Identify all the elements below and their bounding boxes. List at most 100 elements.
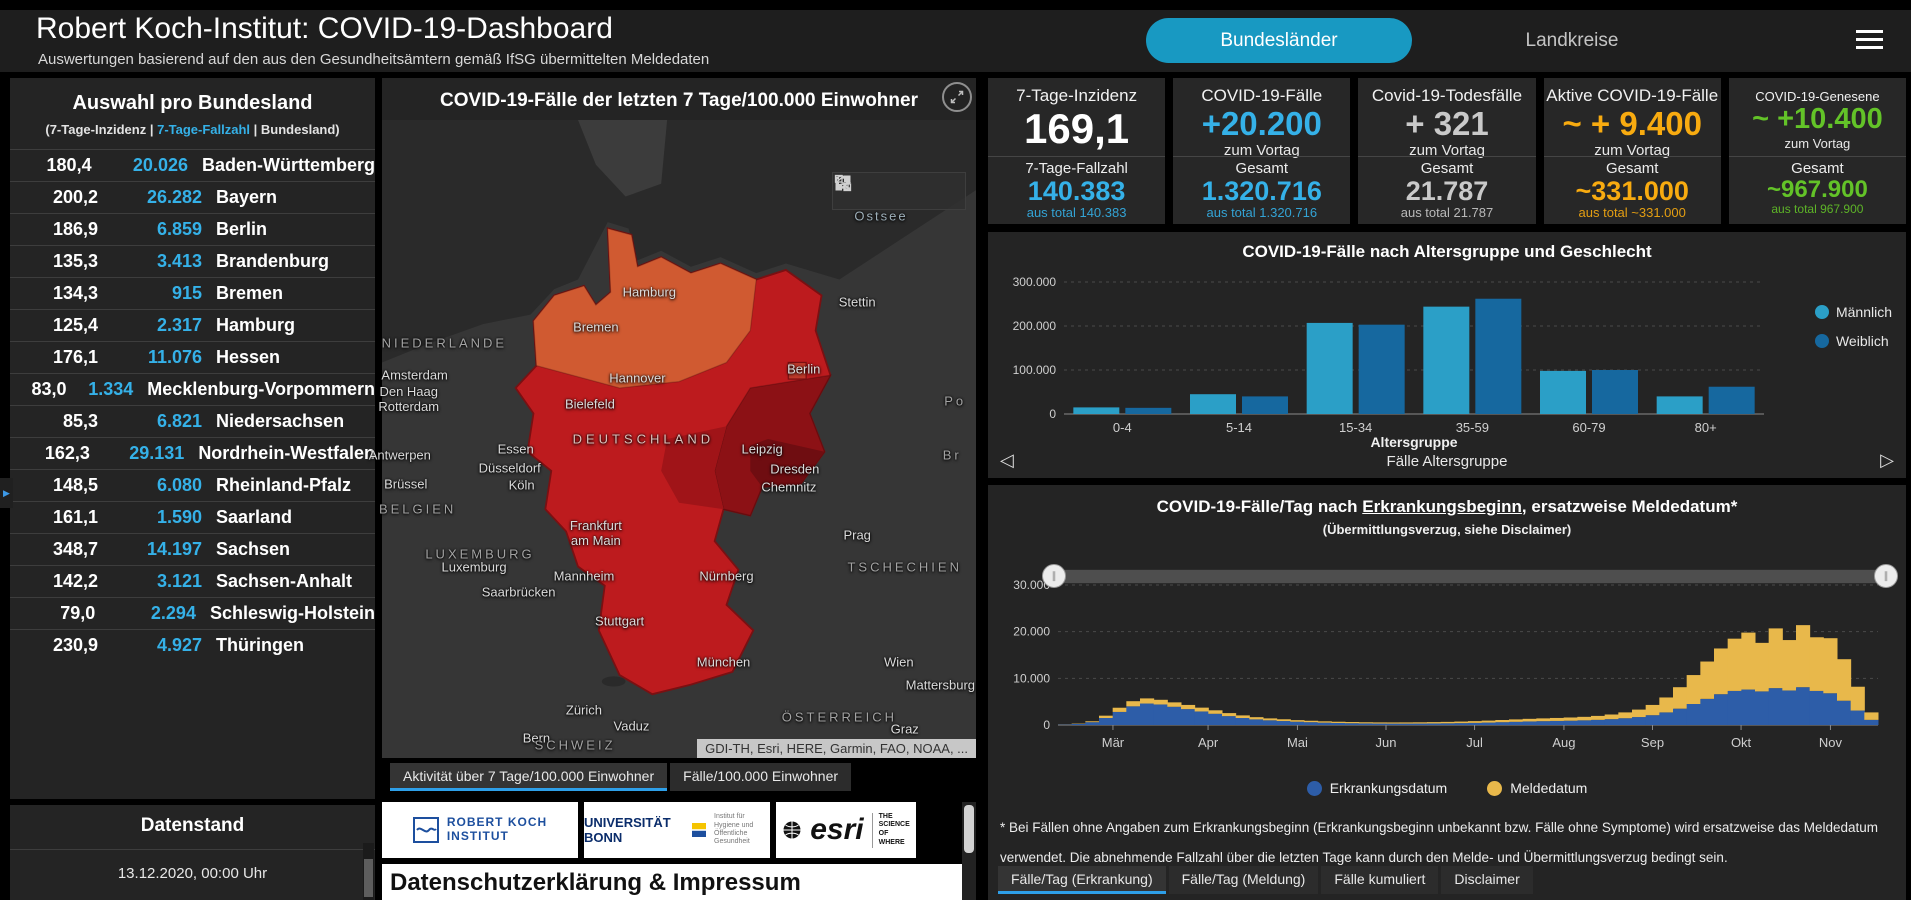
map-tab[interactable]: Fälle/100.000 Einwohner bbox=[670, 763, 852, 791]
stat-card[interactable]: 7-Tage-Inzidenz 169,1 7-Tage-Fallzahl 140.3… bbox=[988, 78, 1166, 224]
bundesland-row[interactable]: 125,4 2.317 Hamburg bbox=[10, 309, 375, 341]
inzidenz-value: 83,0 bbox=[31, 379, 67, 399]
bundesland-row[interactable]: 79,0 2.294 Schleswig-Holstein bbox=[10, 597, 375, 629]
pager-left-icon[interactable]: ◁ bbox=[1000, 450, 1014, 470]
stat-card[interactable]: COVID-19-Fälle +20.200 zum Vortag Gesamt 1.3… bbox=[1173, 78, 1351, 224]
bundesland-row[interactable]: 180,4 20.026 Baden-Württemberg bbox=[10, 149, 375, 181]
stat-card-total: 21.787 bbox=[1405, 176, 1489, 206]
timeseries-tab[interactable]: Fälle/Tag (Erkrankung) bbox=[998, 866, 1166, 894]
map-label: Mannheim bbox=[553, 568, 615, 584]
svg-text:Jun: Jun bbox=[1376, 735, 1397, 750]
map-label: Dresden bbox=[770, 461, 820, 477]
stat-card-bottom: Gesamt 1.320.716 aus total 1.320.716 bbox=[1173, 156, 1351, 224]
map-label: Luxemburg bbox=[441, 559, 507, 575]
rki-text-line2: INSTITUT bbox=[446, 829, 509, 843]
map-label: SCHWEIZ bbox=[534, 737, 616, 753]
stat-card-bottom: Gesamt ~331.000 aus total ~331.000 bbox=[1543, 156, 1721, 224]
bundesland-row[interactable]: 85,3 6.821 Niedersachsen bbox=[10, 405, 375, 437]
bundesland-name: Berlin bbox=[216, 219, 268, 239]
stat-card[interactable]: COVID-19-Genesene ~ +10.400 zum Vortag Gesa… bbox=[1728, 78, 1907, 224]
stat-card-footnote: aus total 967.900 bbox=[1771, 202, 1864, 217]
stat-card-top: 7-Tage-Inzidenz 169,1 bbox=[988, 78, 1165, 156]
uni-bonn-logo[interactable]: UNIVERSITÄT BONN Institut für Hygiene un… bbox=[584, 802, 770, 858]
timeseries-panel: COVID-19-Fälle/Tag nach Erkrankungsbegin… bbox=[988, 485, 1906, 900]
legend-item[interactable]: Männlich bbox=[1814, 304, 1892, 320]
stat-card-mid-label: 7-Tage-Fallzahl bbox=[1025, 160, 1128, 177]
menu-icon[interactable] bbox=[1856, 30, 1883, 54]
svg-text:20.000: 20.000 bbox=[1013, 625, 1050, 639]
datenstand-scrollbar[interactable] bbox=[363, 843, 374, 900]
bundesland-row[interactable]: 148,5 6.080 Rheinland-Pfalz bbox=[10, 469, 375, 501]
stat-card-top: COVID-19-Genesene ~ +10.400 zum Vortag bbox=[1729, 78, 1906, 156]
stat-card-total: ~331.000 bbox=[1575, 176, 1689, 206]
expand-map-icon[interactable] bbox=[942, 82, 972, 112]
esri-logo[interactable]: esri THE SCIENCE OF WHERE bbox=[776, 802, 916, 858]
daily-cases-chart[interactable]: 0 10.000 20.000 30.000 Mär Apr Mai Jun Jul Aug Sep… bbox=[988, 547, 1906, 772]
legend-part1: (7-Tage-Inzidenz | bbox=[45, 122, 158, 137]
stat-card-mid-label: Gesamt bbox=[1791, 160, 1844, 177]
map-label: Prag bbox=[843, 527, 871, 543]
map-label: Hannover bbox=[609, 370, 666, 386]
rki-text-line1: ROBERT KOCH bbox=[446, 815, 548, 830]
slider-handle-left[interactable]: ∥ bbox=[1042, 564, 1066, 588]
stat-card-note: zum Vortag bbox=[1223, 142, 1300, 160]
map-label: Bielefeld bbox=[564, 396, 615, 412]
stat-card-title: COVID-19-Fälle bbox=[1201, 86, 1323, 105]
legend-item[interactable]: Erkrankungsdatum bbox=[1306, 780, 1447, 796]
bundesland-name: Rheinland-Pfalz bbox=[216, 475, 352, 495]
bundesland-row[interactable]: 200,2 26.282 Bayern bbox=[10, 181, 375, 213]
bundesland-row[interactable]: 135,3 3.413 Brandenburg bbox=[10, 245, 375, 277]
bundesland-row[interactable]: 134,3 915 Bremen bbox=[10, 277, 375, 309]
bundesland-row[interactable]: 348,7 14.197 Sachsen bbox=[10, 533, 375, 565]
timeseries-legend: Erkrankungsdatum Meldedatum bbox=[988, 780, 1906, 796]
pager-label: Fälle Altersgruppe bbox=[1386, 453, 1508, 470]
inzidenz-value: 134,3 bbox=[52, 283, 98, 303]
legend-item[interactable]: Weiblich bbox=[1814, 333, 1892, 349]
timeseries-tab[interactable]: Disclaimer bbox=[1441, 866, 1533, 894]
toggle-bundeslaender[interactable]: Bundesländer bbox=[1146, 18, 1412, 63]
bundesland-row[interactable]: 230,9 4.927 Thüringen bbox=[10, 629, 375, 661]
bundesland-row[interactable]: 83,0 1.334 Mecklenburg-Vorpommern bbox=[10, 373, 375, 405]
bundesland-row[interactable]: 142,2 3.121 Sachsen-Anhalt bbox=[10, 565, 375, 597]
map-tab[interactable]: Aktivität über 7 Tage/100.000 Einwohner bbox=[390, 763, 668, 791]
timeseries-tab[interactable]: Fälle kumuliert bbox=[1321, 866, 1439, 894]
bundesland-row[interactable]: 162,3 29.131 Nordrhein-Westfalen bbox=[10, 437, 375, 469]
bundesland-name: Hamburg bbox=[216, 315, 296, 335]
map-label: Ostsee bbox=[854, 208, 908, 224]
basemap-icon[interactable] bbox=[833, 173, 853, 193]
svg-text:30.000: 30.000 bbox=[1013, 578, 1050, 592]
svg-text:Nov: Nov bbox=[1819, 735, 1843, 750]
expand-panel-icon[interactable]: ▶ bbox=[0, 478, 13, 508]
pager-right-icon[interactable]: ▷ bbox=[1880, 450, 1894, 470]
toggle-landkreise[interactable]: Landkreise bbox=[1525, 29, 1619, 51]
stat-card-mid-label: Gesamt bbox=[1420, 160, 1474, 177]
datenschutz-impressum-link[interactable]: Datenschutzerklärung & Impressum bbox=[390, 869, 801, 896]
stat-card[interactable]: Aktive COVID-19-Fälle ~ + 9.400 zum Vortag… bbox=[1543, 78, 1721, 224]
stat-card-footnote: aus total ~331.000 bbox=[1578, 205, 1686, 221]
timeseries-disclaimer: * Bei Fällen ohne Angaben zum Erkrankung… bbox=[1000, 820, 1879, 865]
map-label: Stettin bbox=[838, 294, 876, 310]
inzidenz-value: 148,5 bbox=[52, 475, 98, 495]
ts-title-link[interactable]: Erkrankungsbeginn bbox=[1362, 497, 1522, 516]
stat-card[interactable]: Covid-19-Todesfälle + 321 zum Vortag Gesamt… bbox=[1358, 78, 1536, 224]
footer-scrollbar[interactable] bbox=[962, 802, 976, 900]
map-toolbar bbox=[832, 172, 966, 210]
fallzahl-value: 3.413 bbox=[156, 251, 202, 271]
timeseries-tab[interactable]: Fälle/Tag (Meldung) bbox=[1168, 866, 1319, 894]
rki-logo[interactable]: ROBERT KOCH INSTITUT bbox=[382, 802, 578, 858]
iph-emblem-icon bbox=[692, 823, 706, 837]
choropleth-map[interactable]: Ostsee Stettin Hamburg Bremen Hannover Berlin… bbox=[369, 120, 976, 758]
legend-item[interactable]: Meldedatum bbox=[1487, 780, 1587, 796]
bundesland-row[interactable]: 161,1 1.590 Saarland bbox=[10, 501, 375, 533]
slider-handle-right[interactable]: ∥ bbox=[1874, 564, 1898, 588]
map-label: DEUTSCHLAND bbox=[572, 431, 715, 447]
bundesland-row[interactable]: 176,1 11.076 Hessen bbox=[10, 341, 375, 373]
rki-emblem-icon bbox=[412, 817, 439, 843]
map-label: Nürnberg bbox=[699, 568, 754, 584]
bundesland-row[interactable]: 186,9 6.859 Berlin bbox=[10, 213, 375, 245]
svg-text:Mär: Mär bbox=[1102, 735, 1125, 750]
esri-tagline: THE SCIENCE OF WHERE bbox=[871, 812, 910, 848]
map-label: Wien bbox=[883, 654, 914, 670]
stat-card-bottom: Gesamt 21.787 aus total 21.787 bbox=[1358, 156, 1536, 224]
age-bar-chart[interactable]: 0 100.000 200.000 300.000 0-4 5-14 15-34 35-59 6… bbox=[994, 264, 1784, 452]
